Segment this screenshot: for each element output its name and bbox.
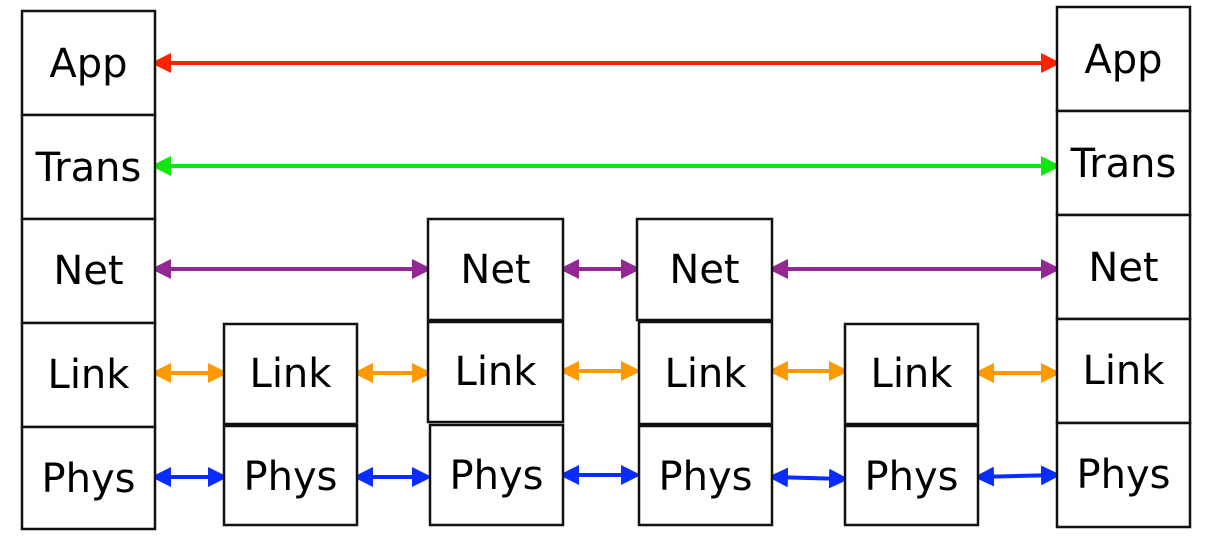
phys-layer: Phys [428,423,565,527]
layer-label: Phys [865,454,959,500]
net-layer: Net [20,217,157,325]
router-1-stack: Net Link Phys [426,217,565,527]
phys-layer: Phys [20,425,157,531]
layer-label: Link [455,349,538,395]
phys-layer: Phys [843,424,980,527]
arrows [151,53,1061,489]
phys-layer: Phys [222,424,359,527]
net-layer: Net [1055,213,1192,321]
link-layer: Link [1055,317,1192,425]
layer-label: Phys [450,453,544,499]
layer-label: Phys [244,454,338,500]
layer-label: Trans [35,145,142,191]
phys-arrow [768,467,849,489]
layer-label: App [49,41,127,87]
switch-2-stack: Link Phys [843,322,980,527]
layer-label: Net [669,247,739,293]
layer-label: Net [53,248,123,294]
trans-layer: Trans [1055,109,1192,217]
layer-label: Phys [659,454,753,500]
phys-layer: Phys [637,424,774,527]
host-right-stack: App Trans Net Link Phys [1055,5,1192,529]
link-layer: Link [20,321,157,429]
link-layer: Link [637,320,774,426]
router-2-stack: Net Link Phys [635,217,774,527]
host-left-stack: App Trans Net Link Phys [20,9,157,531]
layer-label: Link [665,351,748,397]
app-layer: App [20,9,157,117]
layer-label: App [1084,37,1162,83]
link-layer: Link [843,322,980,426]
layer-label: Link [250,351,333,397]
layer-label: Phys [42,456,136,502]
layer-label: Net [1088,245,1158,291]
layer-label: Link [1083,348,1166,394]
link-layer: Link [426,320,565,424]
phys-layer: Phys [1055,421,1192,529]
app-layer: App [1055,5,1192,113]
net-layer: Net [635,217,774,322]
layer-label: Phys [1077,452,1171,498]
switch-1-stack: Link Phys [222,322,359,527]
layer-label: Net [460,247,530,293]
layer-label: Link [871,351,954,397]
link-layer: Link [222,322,359,426]
phys-arrow [974,465,1061,487]
net-layer: Net [426,217,565,322]
layer-label: Trans [1070,141,1177,187]
layer-label: Link [48,352,131,398]
trans-layer: Trans [20,113,157,221]
